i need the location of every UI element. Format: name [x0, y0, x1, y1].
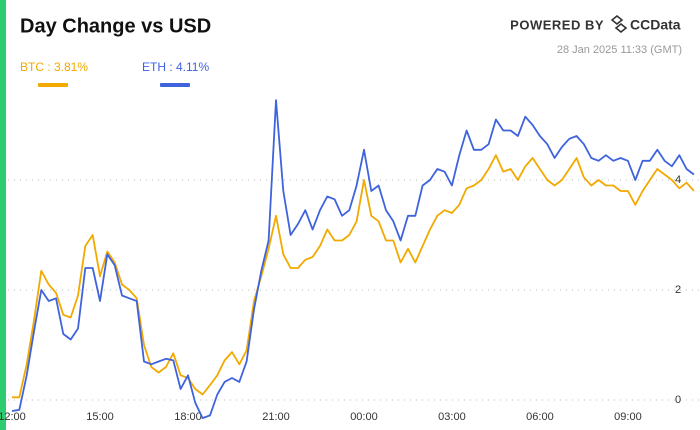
x-tick-label: 09:00 [614, 411, 642, 423]
y-tick-label: 0 [675, 394, 681, 406]
brand-prefix: POWERED BY [510, 17, 604, 32]
legend-label: BTC : 3.81% [20, 60, 88, 74]
series-line [11, 99, 695, 419]
accent-bar [0, 0, 6, 430]
legend-swatch [38, 83, 68, 87]
x-tick-label: 21:00 [262, 411, 290, 423]
legend-swatch [160, 83, 190, 87]
brand-logo [610, 14, 628, 34]
x-tick-label: 12:00 [0, 411, 26, 423]
series-line [12, 154, 695, 399]
x-tick-label: 00:00 [350, 411, 378, 423]
legend-label: ETH : 4.11% [142, 60, 209, 74]
brand: CCData [630, 17, 681, 33]
x-tick-label: 06:00 [526, 411, 554, 423]
x-tick-label: 18:00 [174, 411, 202, 423]
x-tick-label: 03:00 [438, 411, 466, 423]
chart-title: Day Change vs USD [20, 15, 211, 37]
timestamp: 28 Jan 2025 11:33 (GMT) [557, 44, 682, 56]
x-tick-label: 15:00 [86, 411, 114, 423]
y-tick-label: 2 [675, 284, 681, 296]
y-tick-label: 4 [675, 174, 681, 186]
